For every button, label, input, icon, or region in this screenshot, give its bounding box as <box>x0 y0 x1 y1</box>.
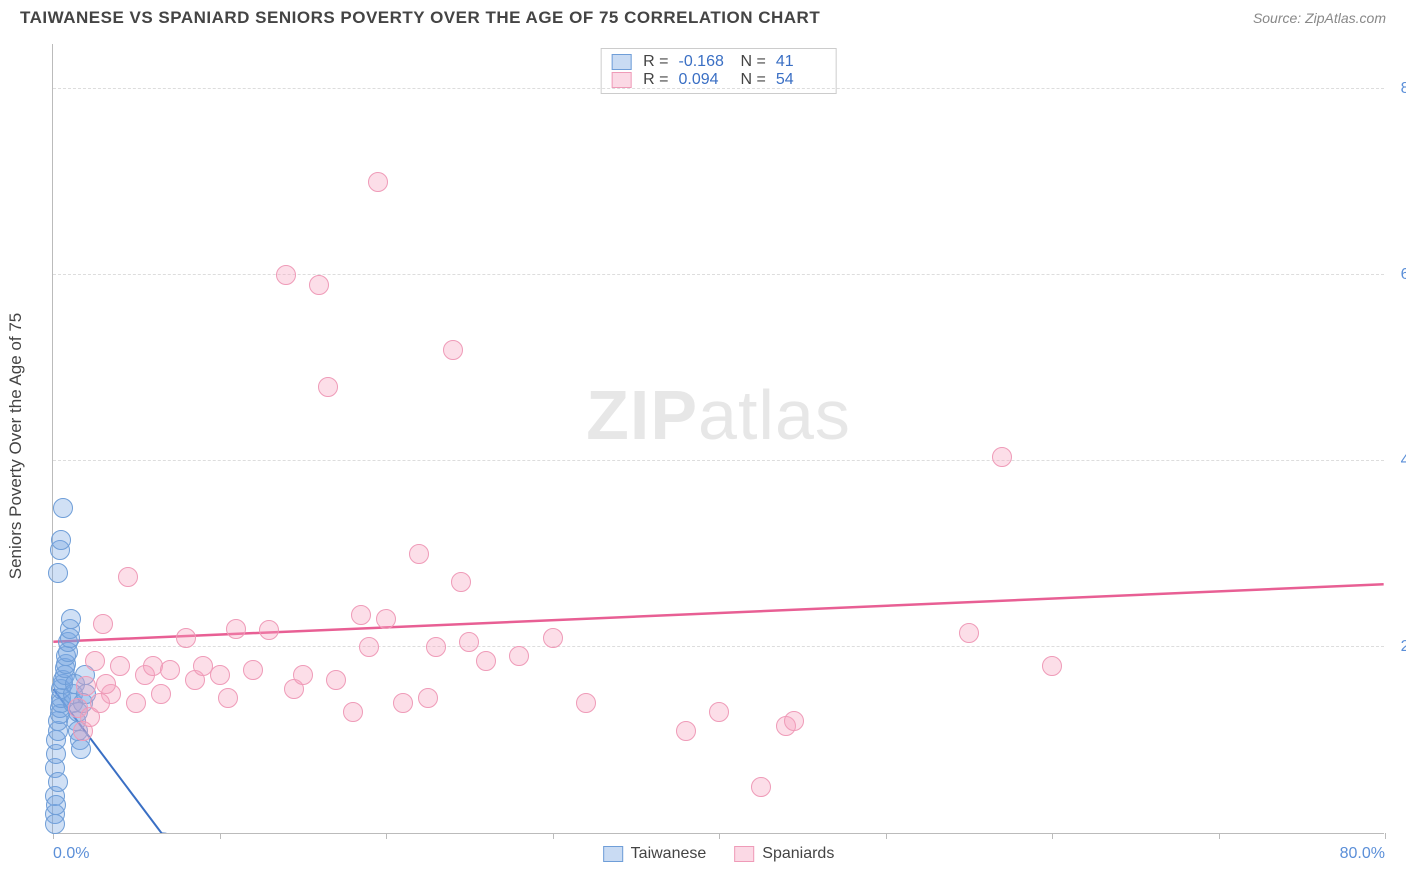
data-point <box>376 609 396 629</box>
scatter-chart: ZIPatlas R = -0.168 N = 41 R = 0.094 N =… <box>52 44 1384 834</box>
data-point <box>45 814 65 834</box>
source-attribution: Source: ZipAtlas.com <box>1253 10 1386 26</box>
swatch-icon <box>611 72 631 88</box>
y-tick-label: 20.0% <box>1390 638 1406 656</box>
watermark: ZIPatlas <box>586 375 851 455</box>
gridline <box>53 646 1384 647</box>
data-point <box>85 651 105 671</box>
data-point <box>451 572 471 592</box>
data-point <box>276 265 296 285</box>
data-point <box>90 693 110 713</box>
gridline <box>53 274 1384 275</box>
data-point <box>359 637 379 657</box>
data-point <box>259 620 279 640</box>
data-point <box>784 711 804 731</box>
x-tick <box>1219 833 1220 839</box>
data-point <box>709 702 729 722</box>
data-point <box>318 377 338 397</box>
data-point <box>459 632 479 652</box>
series-legend: Taiwanese Spaniards <box>603 845 835 863</box>
data-point <box>1042 656 1062 676</box>
data-point <box>48 563 68 583</box>
x-tick <box>386 833 387 839</box>
swatch-icon <box>611 54 631 70</box>
x-tick <box>719 833 720 839</box>
data-point <box>226 619 246 639</box>
data-point <box>243 660 263 680</box>
data-point <box>751 777 771 797</box>
y-axis-label: Seniors Poverty Over the Age of 75 <box>6 313 26 579</box>
x-tick <box>553 833 554 839</box>
data-point <box>218 688 238 708</box>
data-point <box>326 670 346 690</box>
data-point <box>71 739 91 759</box>
stats-row: R = -0.168 N = 41 <box>611 53 826 71</box>
data-point <box>160 660 180 680</box>
data-point <box>543 628 563 648</box>
data-point <box>309 275 329 295</box>
data-point <box>992 447 1012 467</box>
data-point <box>476 651 496 671</box>
data-point <box>93 614 113 634</box>
data-point <box>351 605 371 625</box>
data-point <box>51 530 71 550</box>
x-tick <box>53 833 54 839</box>
y-tick-label: 40.0% <box>1390 452 1406 470</box>
correlation-stats-box: R = -0.168 N = 41 R = 0.094 N = 54 <box>600 48 837 94</box>
data-point <box>210 665 230 685</box>
data-point <box>343 702 363 722</box>
data-point <box>393 693 413 713</box>
data-point <box>176 628 196 648</box>
gridline <box>53 460 1384 461</box>
swatch-icon <box>603 846 623 862</box>
gridline <box>53 88 1384 89</box>
data-point <box>151 684 171 704</box>
data-point <box>509 646 529 666</box>
x-tick-label: 0.0% <box>53 845 89 863</box>
x-tick <box>1385 833 1386 839</box>
data-point <box>368 172 388 192</box>
x-tick <box>1052 833 1053 839</box>
data-point <box>418 688 438 708</box>
data-point <box>96 674 116 694</box>
x-tick <box>220 833 221 839</box>
x-tick <box>886 833 887 839</box>
data-point <box>61 609 81 629</box>
data-point <box>443 340 463 360</box>
y-tick-label: 80.0% <box>1390 80 1406 98</box>
y-tick-label: 60.0% <box>1390 266 1406 284</box>
stats-row: R = 0.094 N = 54 <box>611 71 826 89</box>
data-point <box>293 665 313 685</box>
swatch-icon <box>734 846 754 862</box>
data-point <box>426 637 446 657</box>
data-point <box>409 544 429 564</box>
data-point <box>676 721 696 741</box>
legend-item: Spaniards <box>734 845 834 863</box>
x-tick-label: 80.0% <box>1340 845 1385 863</box>
data-point <box>118 567 138 587</box>
data-point <box>48 772 68 792</box>
data-point <box>110 656 130 676</box>
legend-item: Taiwanese <box>603 845 707 863</box>
data-point <box>576 693 596 713</box>
chart-title: TAIWANESE VS SPANIARD SENIORS POVERTY OV… <box>20 8 820 28</box>
data-point <box>959 623 979 643</box>
data-point <box>46 795 66 815</box>
data-point <box>126 693 146 713</box>
data-point <box>76 676 96 696</box>
data-point <box>53 498 73 518</box>
